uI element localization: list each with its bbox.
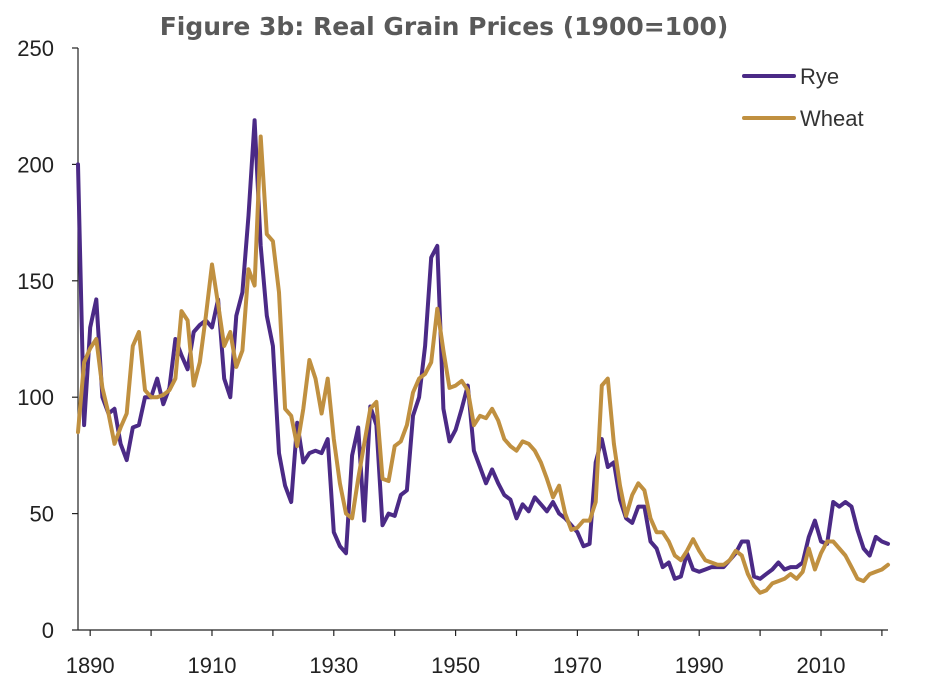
axes: 0 50 100 150 200 250 1890 1910 1930 1950 1970 1990 2… xyxy=(17,36,888,678)
x-tick-label: 1950 xyxy=(431,653,480,678)
series-line-rye xyxy=(76,118,890,581)
series-layer xyxy=(76,118,890,595)
y-tick-label: 200 xyxy=(17,152,54,177)
x-tick-label: 1990 xyxy=(675,653,724,678)
chart-title: Figure 3b: Real Grain Prices (1900=100) xyxy=(160,12,729,41)
x-tick-label: 1970 xyxy=(553,653,602,678)
y-tick-label: 50 xyxy=(30,502,54,527)
x-tick-label: 1890 xyxy=(66,653,115,678)
y-tick-label: 250 xyxy=(17,36,54,61)
legend: Rye Wheat xyxy=(742,64,864,131)
legend-label-wheat: Wheat xyxy=(800,106,864,131)
y-tick-label: 100 xyxy=(17,385,54,410)
x-tick-label: 1910 xyxy=(188,653,237,678)
legend-label-rye: Rye xyxy=(800,64,839,89)
x-tick-label: 1930 xyxy=(309,653,358,678)
y-tick-label: 150 xyxy=(17,269,54,294)
series-line-wheat xyxy=(76,134,890,595)
x-tick-label: 2010 xyxy=(797,653,846,678)
y-tick-label: 0 xyxy=(42,618,54,643)
